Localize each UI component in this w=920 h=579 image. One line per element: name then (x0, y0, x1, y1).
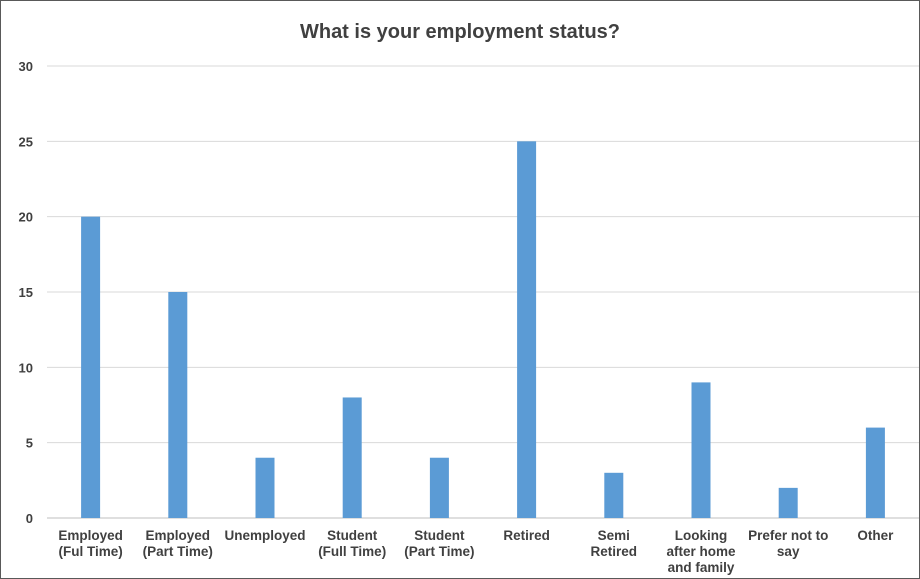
bar (255, 457, 275, 518)
y-tick-label: 10 (19, 360, 33, 375)
y-tick-label: 30 (19, 59, 33, 74)
x-category-label-line: Prefer not to (748, 528, 828, 543)
x-category-label: Student (Part Time) (404, 528, 474, 559)
x-category-label-line: after home (666, 544, 736, 559)
x-category-label-line: (Part Time) (143, 544, 213, 559)
bar (168, 292, 188, 518)
y-tick-label: 25 (19, 134, 33, 149)
bar (691, 382, 711, 518)
x-category-label: Retired (503, 528, 550, 543)
x-category-label-line: Semi (598, 528, 630, 543)
x-category-label-line: Employed (146, 528, 211, 543)
x-category-label: Other (857, 528, 894, 543)
x-category-label: Student (Full Time) (318, 528, 386, 559)
x-category-label-line: Retired (591, 544, 638, 559)
bar (778, 487, 798, 518)
x-category-label-line: Student (327, 528, 378, 543)
x-category-label-line: Student (414, 528, 465, 543)
x-category-label-line: Employed (58, 528, 123, 543)
x-category-label: Semi Retired (591, 528, 638, 559)
bar (865, 427, 885, 518)
x-category-label-line: and family (668, 560, 735, 575)
x-category-label-line: say (777, 544, 800, 559)
y-tick-label: 15 (19, 285, 33, 300)
x-category-label-line: Other (857, 528, 894, 543)
bar (517, 141, 537, 519)
x-category-label-line: (Full Time) (318, 544, 386, 559)
x-category-label-line: Retired (503, 528, 550, 543)
bar (81, 216, 101, 518)
x-category-label: Employed (Ful Time) (58, 528, 123, 559)
x-category-label: Looking after home and family (666, 528, 736, 575)
chart-title: What is your employment status? (299, 21, 621, 43)
bar (342, 397, 362, 518)
y-tick-label: 5 (26, 436, 33, 451)
x-category-label-line: Looking (675, 528, 728, 543)
x-category-label: Employed (Part Time) (143, 528, 213, 559)
x-category-label-line: Unemployed (224, 528, 305, 543)
bar (604, 472, 624, 518)
y-tick-label: 0 (26, 511, 33, 526)
x-category-label: Unemployed (224, 528, 305, 543)
y-tick-label: 20 (19, 210, 33, 225)
x-category-label-line: (Ful Time) (58, 544, 122, 559)
x-category-label-line: (Part Time) (404, 544, 474, 559)
x-category-label: Prefer not to say (748, 528, 828, 559)
bar (429, 457, 449, 518)
